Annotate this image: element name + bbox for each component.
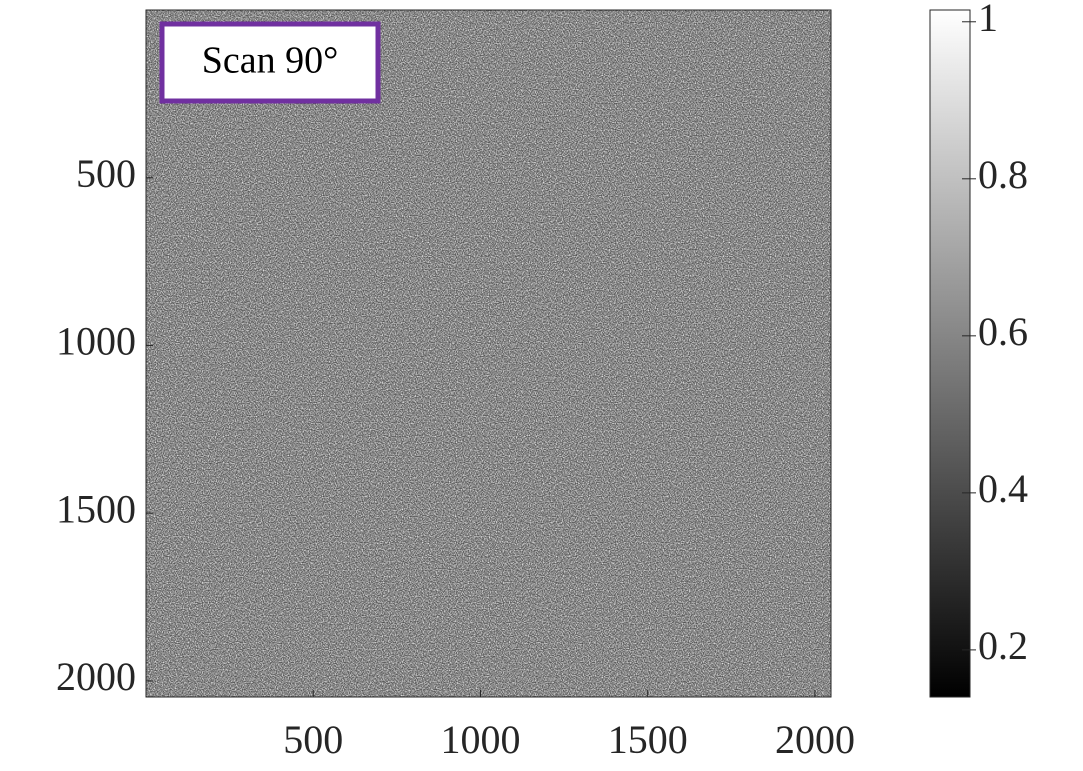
colorbar-tick-label: 0.2 <box>978 623 1028 668</box>
y-tick-label: 500 <box>76 151 136 196</box>
colorbar-tick-label: 0.8 <box>978 152 1028 197</box>
annotation-box <box>159 21 381 104</box>
colorbar-tick-label: 1 <box>978 0 998 40</box>
annotation: Scan 90° <box>202 40 339 82</box>
x-tick-label: 500 <box>283 717 343 762</box>
colorbar <box>929 9 971 698</box>
y-tick-label: 1500 <box>56 486 136 531</box>
x-tick-label: 1500 <box>608 717 688 762</box>
image-texture <box>146 10 831 697</box>
colorbar-tick-label: 0.4 <box>978 466 1028 511</box>
x-tick-label: 2000 <box>775 717 855 762</box>
y-tick-label: 1000 <box>56 319 136 364</box>
plot-frame <box>145 9 832 698</box>
colorbar-tick-label: 0.6 <box>978 309 1028 354</box>
y-tick-label: 2000 <box>56 654 136 699</box>
x-tick-label: 1000 <box>440 717 520 762</box>
